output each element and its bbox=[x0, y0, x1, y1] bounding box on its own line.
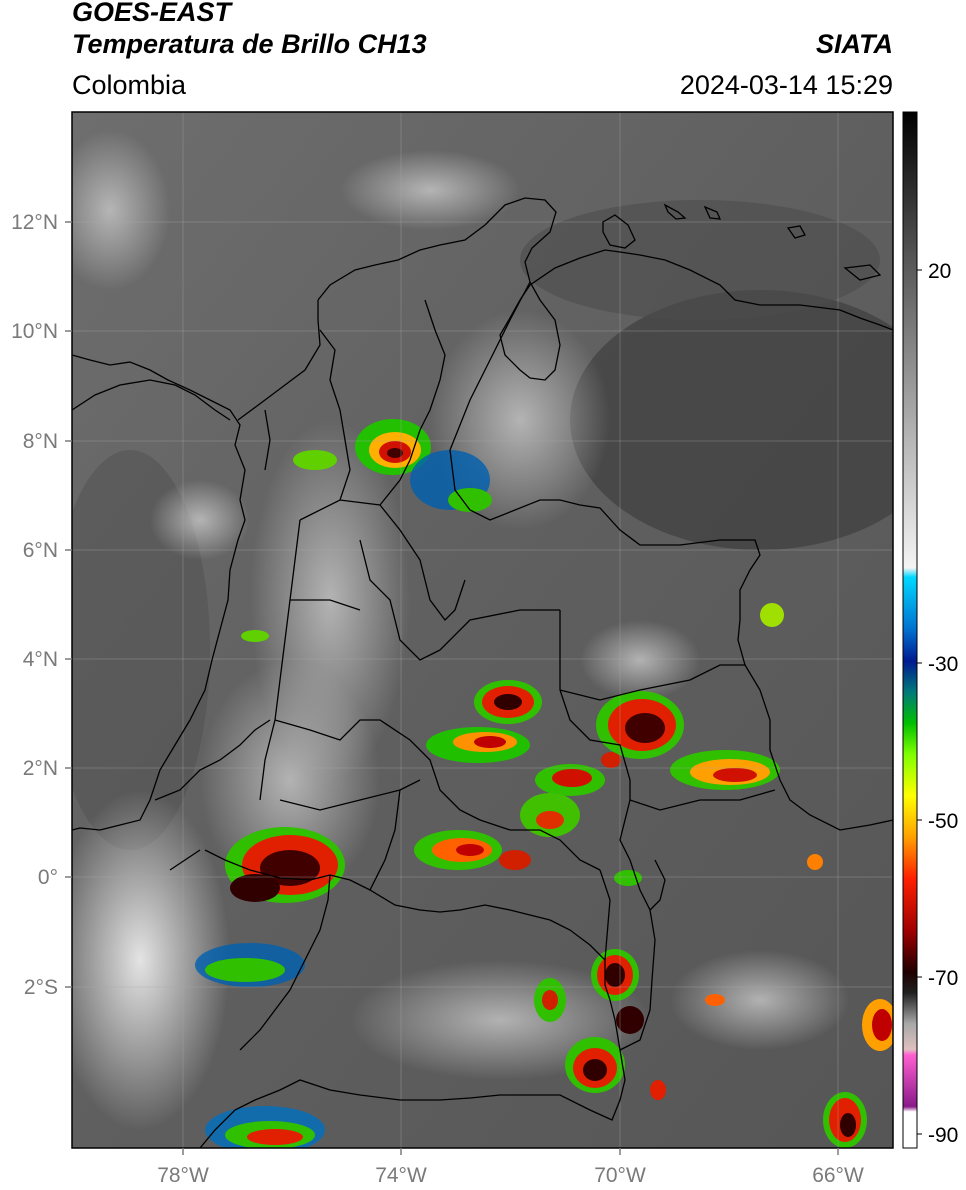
convective-cell bbox=[705, 994, 725, 1006]
agency-label: SIATA bbox=[816, 29, 893, 59]
convective-cell bbox=[535, 764, 605, 796]
lat-label: 4°N bbox=[23, 648, 58, 671]
colorbar-label: -90 bbox=[928, 1124, 958, 1147]
convective-cell bbox=[474, 680, 542, 724]
lon-labels: 78°W 74°W 70°W 66°W bbox=[157, 1164, 864, 1187]
lat-label: 0° bbox=[38, 866, 58, 889]
convective-cell bbox=[823, 1092, 867, 1148]
region-label: Colombia bbox=[72, 70, 187, 100]
convective-cell bbox=[760, 603, 784, 627]
convective-cell bbox=[565, 1037, 625, 1093]
colorbar-label: -50 bbox=[928, 810, 958, 833]
convective-cell bbox=[616, 1006, 644, 1034]
lon-label: 74°W bbox=[375, 1164, 427, 1187]
lat-ticks bbox=[65, 221, 839, 1155]
convective-cell bbox=[591, 949, 639, 1001]
satellite-imagery bbox=[72, 112, 893, 1148]
lat-label: 2°S bbox=[24, 976, 58, 999]
colorbar-label: -30 bbox=[928, 653, 958, 676]
convective-cell bbox=[862, 999, 893, 1051]
convective-cell bbox=[601, 752, 621, 768]
datetime-label: 2024-03-14 15:29 bbox=[679, 70, 893, 100]
map-frame bbox=[71, 111, 894, 1149]
graticule bbox=[72, 112, 893, 1148]
lon-label: 66°W bbox=[812, 1164, 864, 1187]
lat-labels: 12°N 10°N 8°N 6°N 4°N 2°N 0° 2°S bbox=[11, 211, 58, 999]
convective-cell bbox=[670, 750, 780, 790]
lat-label: 12°N bbox=[11, 211, 58, 234]
convective-cell bbox=[499, 850, 531, 870]
lon-label: 78°W bbox=[157, 1164, 209, 1187]
convective-cell bbox=[596, 691, 684, 759]
convective-cell bbox=[195, 943, 305, 987]
convective-cell bbox=[520, 793, 580, 837]
lon-label: 70°W bbox=[594, 1164, 646, 1187]
convective-cell bbox=[807, 854, 823, 870]
product-title: Temperatura de Brillo CH13 bbox=[72, 29, 427, 59]
satellite-title: GOES-EAST bbox=[72, 0, 232, 27]
colorbar-label: -70 bbox=[928, 967, 958, 990]
convective-cell bbox=[293, 450, 337, 470]
convective-cell bbox=[414, 830, 502, 870]
convective-cell bbox=[410, 450, 492, 512]
convective-cell bbox=[241, 630, 269, 642]
convective-cell bbox=[534, 978, 566, 1022]
convective-cell bbox=[225, 827, 345, 903]
colorbar-ramp bbox=[902, 111, 918, 1149]
convective-cell bbox=[650, 1080, 666, 1100]
lat-label: 8°N bbox=[23, 430, 58, 453]
coastlines-borders bbox=[72, 197, 893, 1148]
colorbar: 20 -30 -50 -70 -90 bbox=[902, 111, 958, 1149]
lat-label: 2°N bbox=[23, 757, 58, 780]
convective-cell bbox=[355, 419, 431, 475]
colorbar-label: 20 bbox=[928, 260, 951, 283]
lat-label: 10°N bbox=[11, 320, 58, 343]
lat-label: 6°N bbox=[23, 539, 58, 562]
convective-cell bbox=[205, 1106, 325, 1148]
convective-cell bbox=[426, 727, 530, 763]
